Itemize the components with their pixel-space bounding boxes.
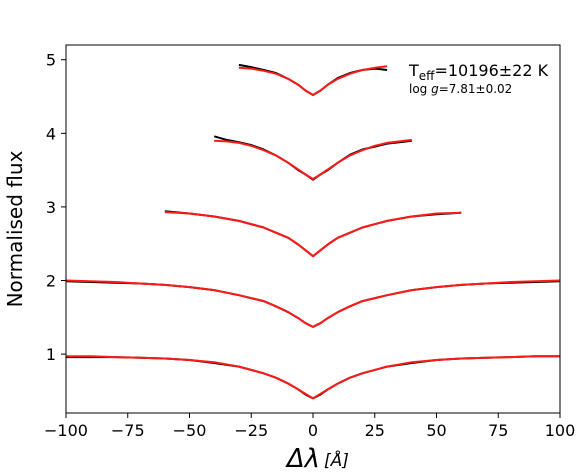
- x-tick-label: 0: [308, 421, 318, 440]
- teff-symbol: T: [408, 61, 419, 80]
- y-tick-label: 1: [46, 345, 56, 364]
- x-axis-label: Δλ: [285, 444, 320, 474]
- y-tick-label: 5: [46, 51, 56, 70]
- x-tick-label: −50: [173, 421, 207, 440]
- teff-value: =10196±22 K: [434, 61, 548, 80]
- observed-spectrum-line-1: [66, 355, 560, 400]
- x-tick-label: 50: [426, 421, 446, 440]
- logg-annotation: log g=7.81±0.02: [409, 82, 512, 96]
- x-tick-label: −25: [234, 421, 268, 440]
- model-fit-line-3: [164, 211, 462, 258]
- model-fit-line-5: [238, 65, 388, 96]
- teff-subscript: eff: [419, 69, 435, 83]
- x-tick-label: 75: [488, 421, 508, 440]
- y-tick-label: 3: [46, 198, 56, 217]
- y-tick-label: 4: [46, 124, 56, 143]
- logg-value: =7.81±0.02: [439, 82, 513, 96]
- model-fit-line-4: [214, 138, 412, 180]
- observed-spectrum-line-2: [65, 280, 561, 328]
- model-fit-line-2: [65, 279, 561, 328]
- observed-spectrum-line-3: [164, 210, 462, 258]
- observed-spectrum-line-4: [213, 135, 412, 181]
- model-fit-line-1: [66, 355, 560, 400]
- x-tick-label: 100: [545, 421, 576, 440]
- x-tick-label: −75: [111, 421, 145, 440]
- x-axis-unit-label: [Å]: [324, 449, 349, 471]
- y-axis-label: Normalised flux: [3, 150, 27, 307]
- x-tick-label: −100: [44, 421, 88, 440]
- teff-annotation: Teff=10196±22 K: [408, 61, 549, 83]
- x-axis-ticks: −100 −75 −50 −25 0 25 50 75 100: [44, 413, 575, 440]
- y-tick-label: 2: [46, 272, 56, 291]
- x-tick-label: 25: [365, 421, 385, 440]
- logg-prefix: log: [409, 82, 431, 96]
- plot-series: [65, 63, 561, 400]
- logg-symbol: g: [431, 82, 439, 96]
- y-axis-ticks: 1 2 3 4 5: [46, 51, 66, 364]
